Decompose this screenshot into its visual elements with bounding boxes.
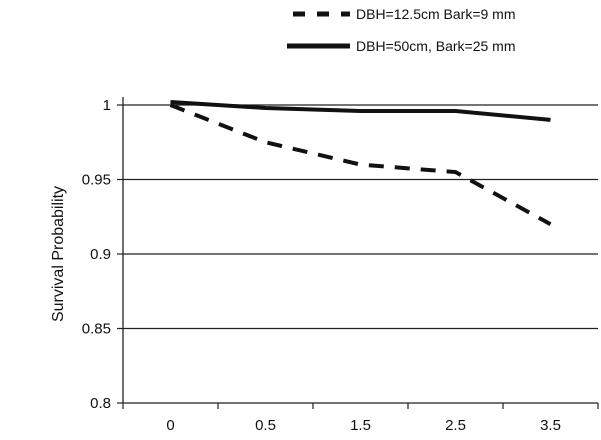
x-tick-label: 0.5 bbox=[255, 417, 276, 434]
y-axis-ticks: 0.8 0.85 0.9 0.95 1 bbox=[82, 97, 123, 412]
legend-item-dbh-50: DBH=50cm, Bark=25 mm bbox=[287, 38, 516, 54]
legend-label: DBH=50cm, Bark=25 mm bbox=[356, 38, 516, 54]
x-tick-label: 2.5 bbox=[445, 417, 466, 434]
gridlines bbox=[123, 104, 598, 330]
x-tick-label: 1.5 bbox=[350, 417, 371, 434]
y-tick-label: 0.9 bbox=[90, 246, 111, 263]
legend-label: DBH=12.5cm Bark=9 mm bbox=[356, 6, 516, 22]
x-tick-label: 3.5 bbox=[540, 417, 561, 434]
y-tick-label: 0.8 bbox=[90, 395, 111, 412]
y-tick-label: 0.95 bbox=[82, 172, 111, 189]
legend-item-dbh-12.5: DBH=12.5cm Bark=9 mm bbox=[293, 6, 516, 22]
y-tick-label: 0.85 bbox=[82, 321, 111, 338]
x-tick-label: 0 bbox=[166, 417, 174, 434]
legend: DBH=12.5cm Bark=9 mm DBH=50cm, Bark=25 m… bbox=[287, 6, 516, 54]
series-line-1 bbox=[170, 100, 551, 122]
axes bbox=[122, 97, 598, 404]
y-tick-label: 1 bbox=[103, 97, 111, 114]
series-lines bbox=[169, 100, 552, 226]
x-axis-ticks: 0 0.5 1.5 2.5 3.5 bbox=[122, 403, 599, 434]
y-axis-title: Survival Probability bbox=[50, 186, 67, 322]
